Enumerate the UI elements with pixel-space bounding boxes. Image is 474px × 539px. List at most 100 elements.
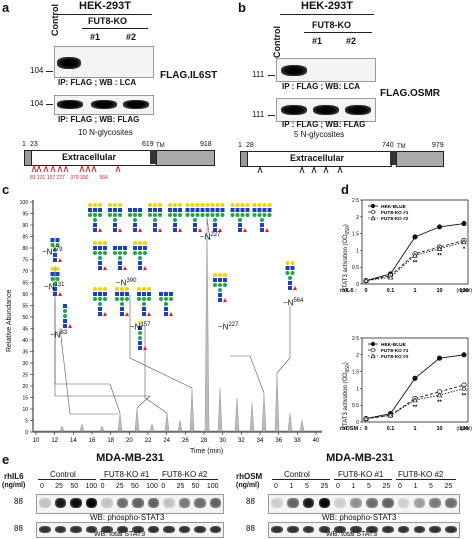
mannose-icon [153,213,157,217]
panel-e-left-treat: rhIL6 [4,472,24,481]
fucose-icon [169,312,173,316]
d-xtick-label: 100 [459,288,468,294]
mannose-icon [148,213,152,217]
panel-b-blot-bottom [276,98,376,122]
glcnac-icon [185,208,190,212]
blot-band [318,498,331,508]
data-point [461,385,467,391]
glcnac-icon [63,324,67,328]
d-xtick-label: 1 [413,426,416,432]
mannose-icon [93,297,97,301]
glcnac-icon [103,292,107,296]
mannose-icon [120,302,124,306]
panel-e-right-mw-bottom: 88 [246,524,255,533]
mannose-icon [173,218,177,222]
panel-a-tm-box [150,150,156,164]
blot-band [271,498,283,508]
glcnac-icon [93,228,97,232]
blot-band [397,498,410,508]
mannose-icon [138,256,142,260]
significance-star: ** [462,393,467,399]
d-unit-label: (ng/ml) [456,288,472,294]
dose-label: 25 [382,483,391,490]
mannose-icon [118,213,122,217]
mannose-icon [103,297,107,301]
fucose-icon [58,258,62,262]
fucose-icon [143,266,147,270]
glcnac-icon [245,208,250,212]
galactose-icon [235,203,240,207]
galactose-icon [88,203,92,207]
blot-band [429,498,442,508]
mannose-icon [168,213,172,217]
panel-a-domain: Extracellular [62,152,117,162]
c-xtick-label: 30 [219,438,226,444]
glyco-site: 227 [228,322,239,328]
glcnac-icon [267,208,272,212]
glcnac-icon [190,208,195,212]
glcnac-icon [218,298,222,302]
mannose-icon [98,251,102,255]
mannose-icon [98,297,102,301]
panel-a-control: Control [50,4,60,36]
glcnac-icon [240,208,245,212]
galactose-icon [190,203,195,207]
galactose-icon [98,203,102,207]
series-line [365,387,465,420]
c-ytick-label: 95 [22,212,28,218]
panel-a-tm: TM [156,143,165,149]
c-xtick-label: 24 [163,438,170,444]
c-ytick-label: 90 [22,223,28,229]
glcnac-icon [98,307,102,311]
dose-label: 1 [413,483,418,490]
glcnac-icon [133,208,137,212]
c-xtick-label: 38 [294,438,301,444]
glcnac-icon [223,278,227,282]
galactose-icon [215,203,220,207]
panel-b-ip-top: IP : FLAG ; WB: LCA [282,82,361,91]
panel-a-cyto-box [156,150,215,166]
galactose-icon [93,241,97,245]
d-plot-frame [361,199,469,285]
galactose-icon [113,203,117,207]
legend-marker [370,353,376,359]
c-ytick-label: 65 [22,281,28,287]
glcnac-icon [260,223,264,227]
galactose-icon [138,321,142,325]
blot-band [413,498,426,508]
fucose-icon [68,324,72,328]
glcnac-icon [252,208,257,212]
mannose-icon [108,213,112,217]
mannose-icon [63,309,67,313]
panel-a-pos-tm: 619 [142,141,154,148]
mannose-icon [185,213,190,217]
panel-c-label: c [2,182,10,197]
dose-label: 100 [146,483,158,490]
glcnac-icon [113,228,117,232]
mannose-icon [200,213,205,217]
mannose-icon [218,283,222,287]
glcnac-icon [103,246,107,250]
panel-e-left-group-ko1: FUT8-KO #1 [104,470,150,479]
panel-b-ko1: #1 [312,36,323,46]
glcnac-icon [133,223,137,227]
blot-band [318,526,331,533]
c-ytick-label: 30 [22,361,28,367]
blot-band [101,498,113,508]
mannose-icon [164,297,168,301]
blot-band [178,498,190,508]
blot-band [445,526,457,533]
panel-a-site-markers [31,164,121,173]
dose-label: 25 [444,483,453,490]
blot-band [366,498,378,508]
blot-band [132,526,144,533]
panel-e-right-title: MDA-MB-231 [326,452,394,464]
mannose-icon [138,331,142,335]
fucose-icon [223,298,227,302]
mannose-icon [123,251,127,255]
panel-e-left-phospho-blot [36,494,224,514]
panel-b-blot-top [276,58,376,82]
panel-b-ko-group: FUT8-KO [312,20,351,30]
mannose-icon [88,213,92,217]
panel-a-site-labels: 83 131 157 227 379 390 564 [30,175,150,181]
